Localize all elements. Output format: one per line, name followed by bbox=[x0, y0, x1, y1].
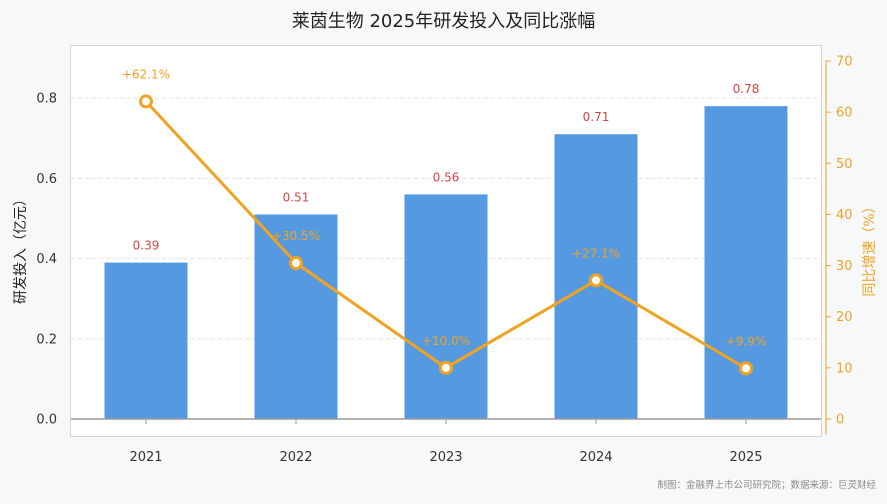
x-tick-label: 2024 bbox=[579, 450, 612, 465]
bar-value-label: 0.51 bbox=[283, 190, 310, 204]
x-tick-label: 2023 bbox=[429, 450, 462, 465]
y2-tick-label: 30 bbox=[836, 259, 853, 274]
y-axis-label: 研发投入（亿元） bbox=[13, 192, 29, 304]
y-tick-label: 0.6 bbox=[36, 172, 57, 187]
bar-value-label: 0.39 bbox=[133, 239, 160, 253]
growth-point bbox=[739, 361, 753, 376]
growth-value-label: +27.1% bbox=[572, 246, 620, 260]
bar bbox=[404, 194, 488, 419]
bar bbox=[104, 262, 188, 419]
growth-value-label: +62.1% bbox=[122, 67, 170, 81]
chart-title: 莱茵生物 2025年研发投入及同比涨幅 bbox=[292, 11, 596, 32]
source-note: 制图：金融界上市公司研究院；数据来源：巨灵财经 bbox=[657, 479, 876, 491]
growth-value-label: +30.5% bbox=[272, 229, 320, 243]
y2-tick-label: 70 bbox=[836, 55, 853, 70]
growth-point bbox=[439, 360, 453, 375]
y2-tick-label: 10 bbox=[836, 361, 853, 376]
y2-tick-label: 20 bbox=[836, 310, 853, 325]
y2-axis-label: 同比增速（%） bbox=[862, 199, 878, 296]
y2-tick-label: 40 bbox=[836, 208, 853, 223]
y2-tick-label: 0 bbox=[836, 413, 844, 428]
bar bbox=[254, 214, 338, 419]
bar-value-label: 0.78 bbox=[733, 82, 760, 96]
growth-value-label: +10.0% bbox=[422, 334, 470, 348]
bar-value-label: 0.56 bbox=[433, 170, 460, 184]
y-tick-label: 0.0 bbox=[36, 413, 57, 428]
growth-point bbox=[139, 94, 153, 109]
y2-tick-label: 60 bbox=[836, 106, 853, 121]
x-tick-label: 2021 bbox=[129, 450, 162, 465]
y-tick-label: 0.2 bbox=[36, 332, 57, 347]
bar-value-label: 0.71 bbox=[583, 110, 610, 124]
y2-tick-label: 50 bbox=[836, 157, 853, 172]
y-tick-label: 0.4 bbox=[36, 252, 57, 267]
x-tick-label: 2022 bbox=[279, 450, 312, 465]
growth-point bbox=[589, 273, 603, 288]
growth-value-label: +9.9% bbox=[726, 334, 767, 348]
growth-point bbox=[289, 256, 303, 271]
y-tick-label: 0.8 bbox=[36, 92, 57, 107]
x-tick-label: 2025 bbox=[729, 450, 762, 465]
